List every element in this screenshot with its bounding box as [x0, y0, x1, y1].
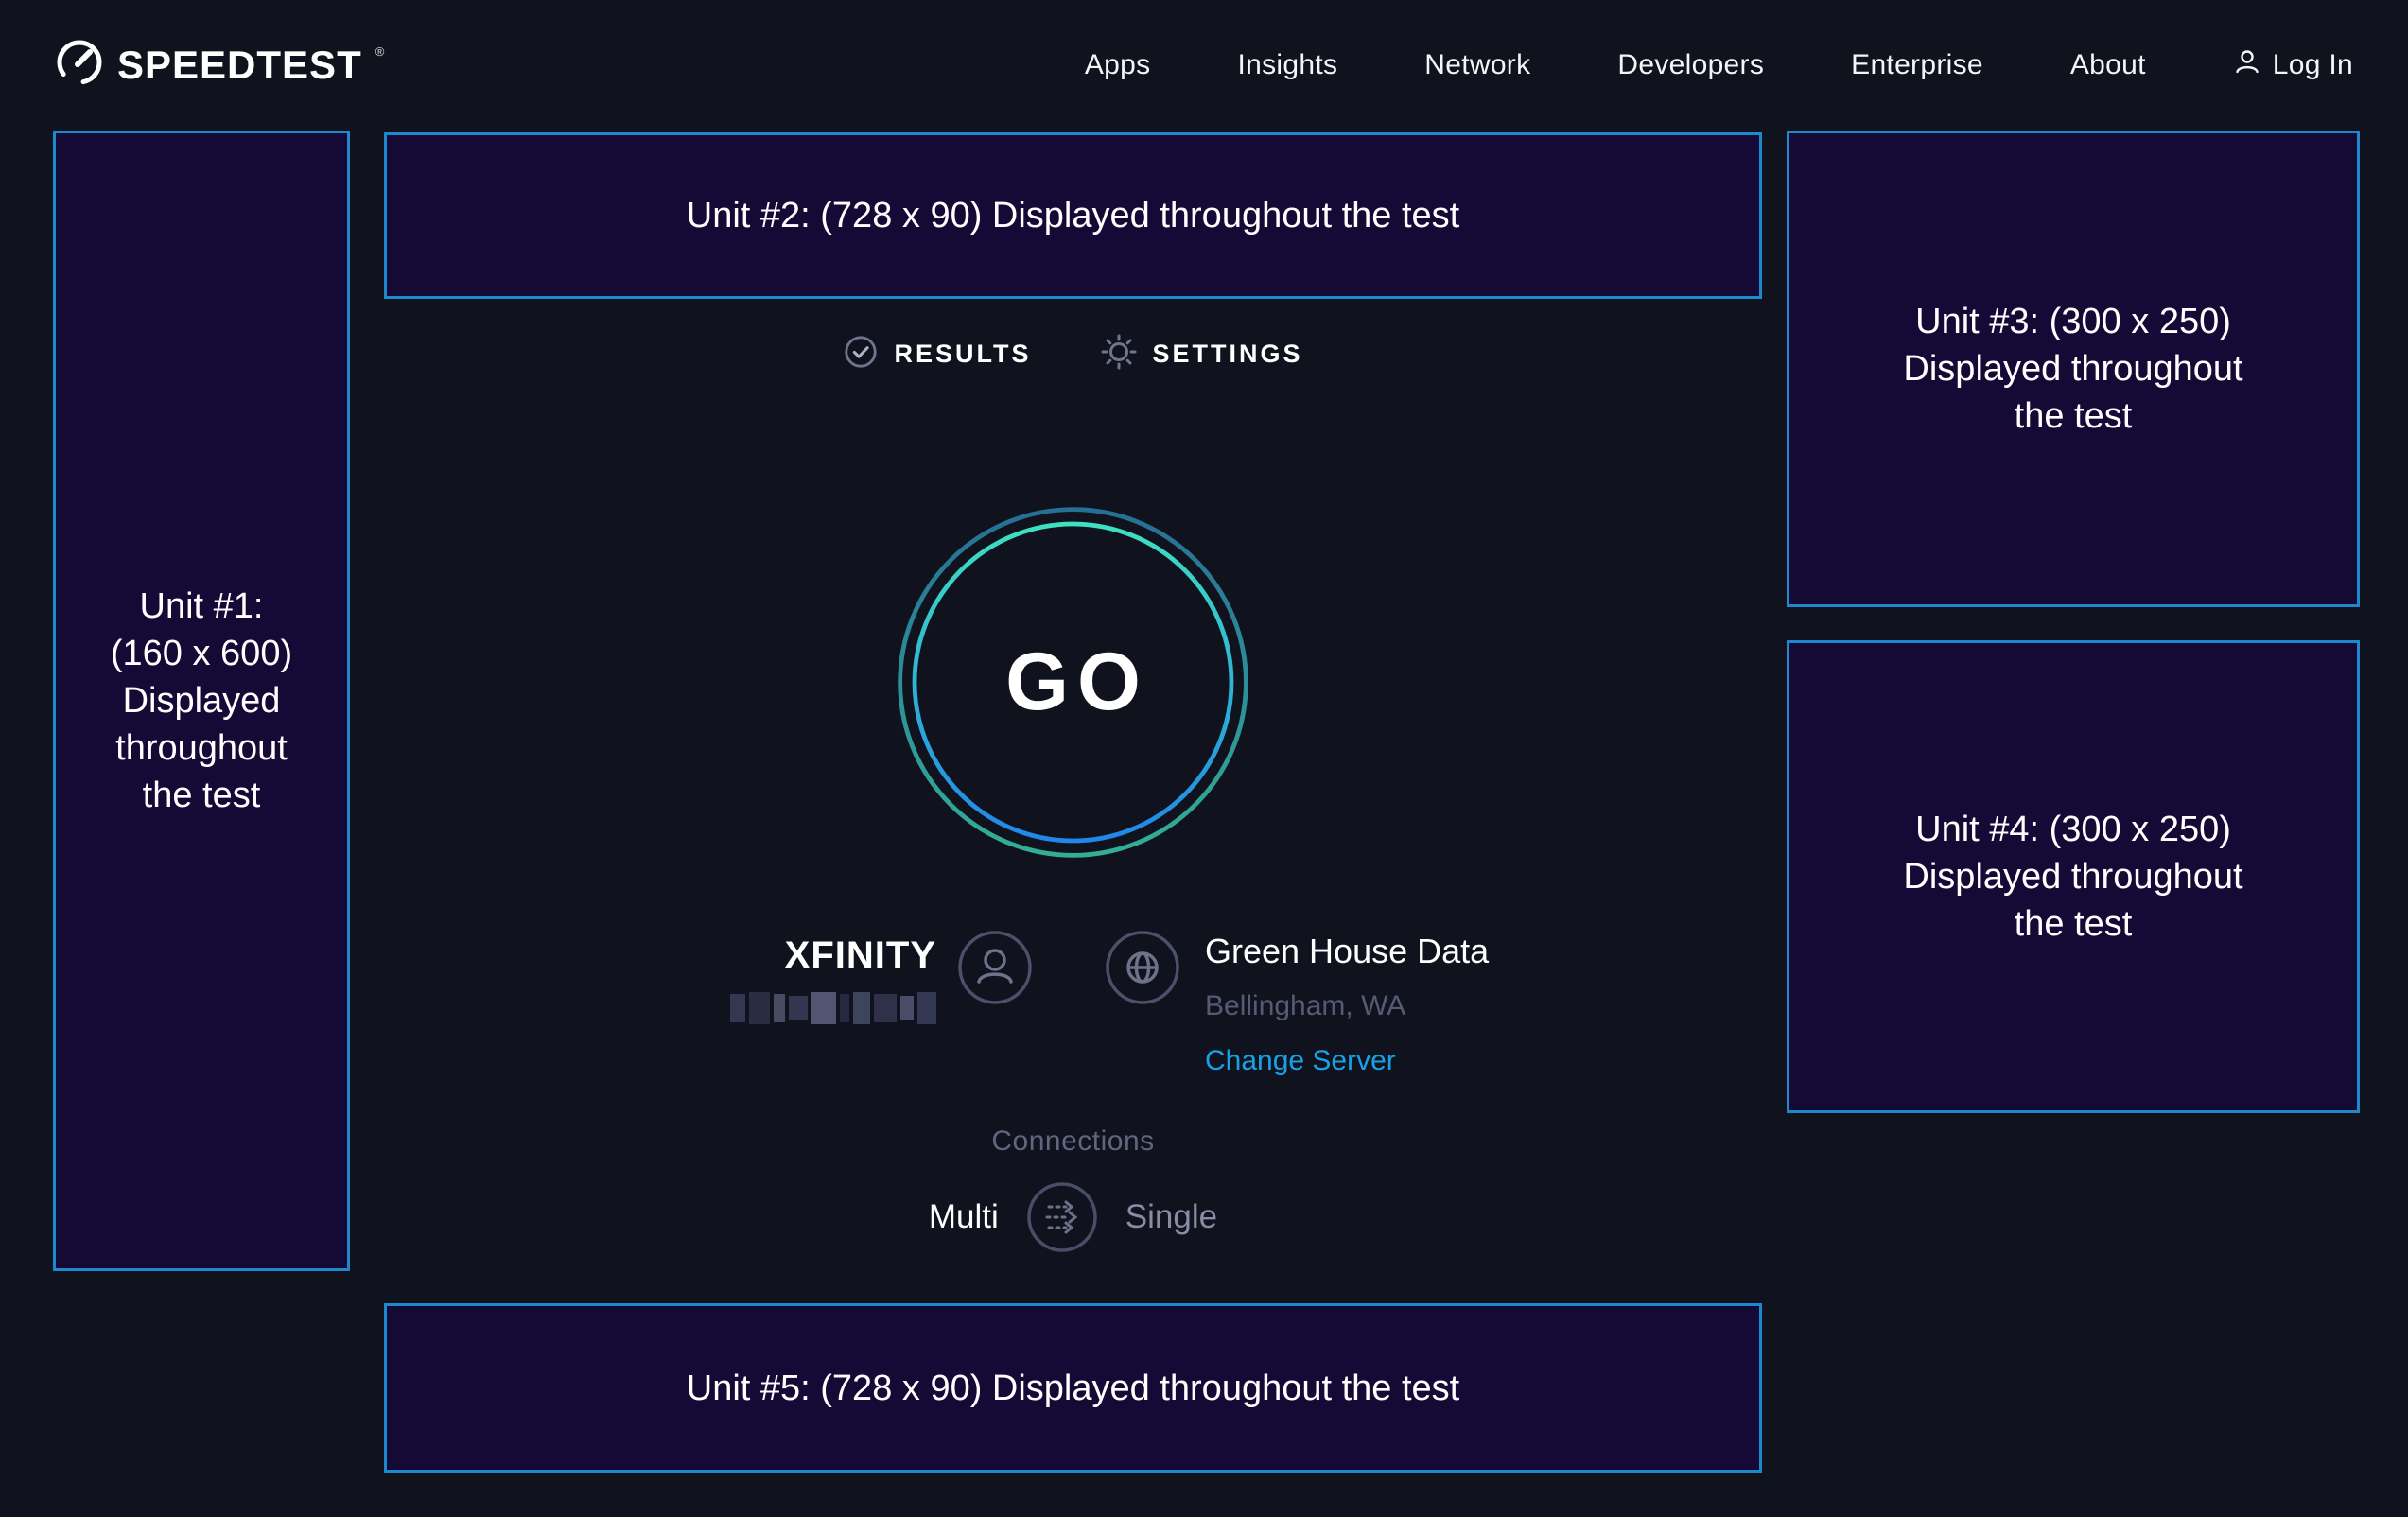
- ad-unit-2[interactable]: Unit #2: (728 x 90) Displayed throughout…: [384, 132, 1762, 299]
- ad-text: Displayed throughout: [1903, 349, 2243, 389]
- go-button[interactable]: GO: [891, 500, 1255, 864]
- nav-item-enterprise[interactable]: Enterprise: [1851, 48, 1983, 80]
- ad-text: throughout: [115, 728, 288, 768]
- main-content: Unit #2: (728 x 90) Displayed throughout…: [384, 0, 1762, 1517]
- connections-heading: Connections: [991, 1125, 1155, 1157]
- nav-item-network[interactable]: Network: [1424, 48, 1531, 80]
- ad-text: Displayed throughout: [1903, 857, 2243, 897]
- nav-item-insights[interactable]: Insights: [1237, 48, 1338, 80]
- connections-option-single[interactable]: Single: [1125, 1198, 1218, 1235]
- login-label: Log In: [2272, 48, 2353, 80]
- ad-text: the test: [2014, 904, 2133, 944]
- ad-unit-4[interactable]: Unit #4: (300 x 250) Displayed throughou…: [1787, 640, 2360, 1113]
- logo-trademark: ®: [375, 44, 385, 59]
- gear-icon: [1100, 333, 1138, 375]
- results-settings-tabs: RESULTS SETTINGS: [384, 333, 1762, 375]
- change-server-link[interactable]: Change Server: [1205, 1045, 1396, 1076]
- redacted-ip-address: [730, 992, 936, 1024]
- tab-settings[interactable]: SETTINGS: [1100, 333, 1303, 375]
- main-nav: Apps Insights Network Developers Enterpr…: [1085, 47, 2353, 83]
- nav-item-developers[interactable]: Developers: [1617, 48, 1765, 80]
- connections-toggle-icon[interactable]: [1025, 1180, 1099, 1254]
- go-button-label: GO: [1005, 636, 1149, 727]
- ad-text: Unit #5: (728 x 90) Displayed throughout…: [686, 1368, 1460, 1408]
- nav-item-about[interactable]: About: [2069, 48, 2146, 80]
- ad-text: (160 x 600): [110, 634, 293, 673]
- ad-text: Unit #3: (300 x 250): [1915, 302, 2231, 341]
- user-icon: [2233, 47, 2261, 83]
- login-button[interactable]: Log In: [2233, 47, 2353, 83]
- nav-item-apps[interactable]: Apps: [1084, 48, 1151, 80]
- ad-unit-5[interactable]: Unit #5: (728 x 90) Displayed throughout…: [384, 1303, 1762, 1473]
- speedometer-logo-icon: [55, 38, 104, 92]
- isp-info: XFINITY: [666, 930, 1033, 1024]
- isp-name[interactable]: XFINITY: [784, 934, 936, 976]
- ad-text: Displayed: [122, 681, 281, 721]
- connections-option-multi[interactable]: Multi: [928, 1198, 999, 1235]
- top-nav-bar: SPEEDTEST ® Apps Insights Network Develo…: [0, 0, 2408, 130]
- tab-results-label: RESULTS: [894, 340, 1032, 368]
- ad-text: Unit #1:: [139, 586, 264, 626]
- ad-text: Unit #2: (728 x 90) Displayed throughout…: [686, 196, 1460, 235]
- logo-wordmark: SPEEDTEST: [117, 42, 362, 87]
- ad-unit-3[interactable]: Unit #3: (300 x 250) Displayed throughou…: [1787, 131, 2360, 607]
- go-ring-graphic: [898, 507, 1248, 858]
- ad-text: the test: [142, 776, 261, 815]
- ad-text: Unit #4: (300 x 250): [1915, 810, 2231, 849]
- ad-unit-1[interactable]: Unit #1: (160 x 600) Displayed throughou…: [53, 131, 350, 1271]
- tab-results[interactable]: RESULTS: [843, 333, 1031, 375]
- ad-text: the test: [2014, 396, 2133, 436]
- tab-settings-label: SETTINGS: [1152, 340, 1303, 368]
- globe-icon: [1105, 930, 1180, 1005]
- server-location: Bellingham, WA: [1205, 990, 1406, 1021]
- isp-user-icon: [957, 930, 1033, 1005]
- server-info: Green House Data Bellingham, WA Change S…: [1105, 930, 1489, 1077]
- speedtest-logo[interactable]: SPEEDTEST ®: [55, 38, 384, 92]
- check-circle-icon: [843, 334, 879, 375]
- connections-section: Connections Multi: [384, 1125, 1762, 1254]
- server-name: Green House Data: [1205, 932, 1490, 970]
